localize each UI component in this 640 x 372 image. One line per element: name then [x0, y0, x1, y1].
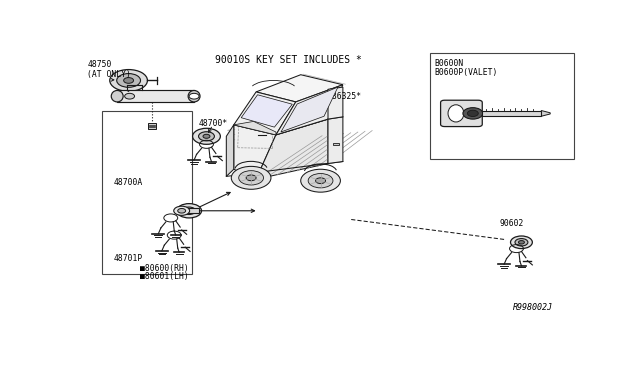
Polygon shape — [234, 125, 276, 179]
Circle shape — [178, 208, 186, 213]
Polygon shape — [328, 87, 343, 119]
Text: B0600N: B0600N — [435, 59, 464, 68]
Circle shape — [321, 101, 335, 109]
Circle shape — [325, 103, 331, 106]
Bar — [182, 208, 199, 213]
Polygon shape — [256, 119, 328, 179]
Polygon shape — [276, 85, 343, 135]
Text: ■80601(LH): ■80601(LH) — [140, 272, 188, 281]
Circle shape — [518, 241, 524, 244]
Circle shape — [198, 132, 214, 141]
Ellipse shape — [448, 105, 464, 122]
Circle shape — [116, 74, 141, 87]
Polygon shape — [328, 117, 343, 164]
Circle shape — [189, 93, 199, 99]
Text: 48700*: 48700* — [199, 119, 228, 128]
Circle shape — [511, 236, 532, 248]
Ellipse shape — [111, 90, 123, 102]
Circle shape — [124, 78, 134, 83]
Text: 90010S KEY SET INCLUDES *: 90010S KEY SET INCLUDES * — [215, 55, 362, 65]
Polygon shape — [234, 92, 296, 135]
Polygon shape — [234, 121, 276, 135]
Circle shape — [173, 206, 189, 215]
Circle shape — [301, 169, 340, 192]
Circle shape — [239, 171, 264, 185]
Circle shape — [463, 108, 483, 119]
Circle shape — [203, 134, 210, 138]
Polygon shape — [281, 87, 338, 132]
Text: 48700A: 48700A — [114, 178, 143, 187]
Bar — [117, 90, 194, 102]
Bar — [333, 142, 339, 145]
Polygon shape — [256, 75, 343, 102]
Circle shape — [125, 93, 134, 99]
Bar — [482, 110, 541, 116]
Text: B0600P(VALET): B0600P(VALET) — [435, 68, 498, 77]
Circle shape — [110, 70, 147, 92]
Circle shape — [231, 166, 271, 189]
FancyBboxPatch shape — [440, 100, 483, 126]
Circle shape — [177, 203, 202, 218]
Circle shape — [182, 207, 196, 215]
Circle shape — [246, 175, 256, 181]
Bar — [102, 110, 191, 274]
Circle shape — [308, 173, 333, 188]
Bar — [429, 53, 573, 159]
Bar — [148, 124, 156, 129]
Polygon shape — [227, 125, 234, 176]
Circle shape — [316, 178, 326, 183]
Circle shape — [193, 128, 220, 144]
Circle shape — [317, 99, 339, 111]
Polygon shape — [541, 110, 550, 116]
Circle shape — [515, 238, 528, 246]
Circle shape — [467, 110, 478, 116]
Text: 90602: 90602 — [499, 219, 524, 228]
Text: ■80600(RH): ■80600(RH) — [140, 264, 188, 273]
Polygon shape — [241, 95, 292, 127]
Ellipse shape — [188, 90, 200, 102]
Text: (AT ONLY): (AT ONLY) — [88, 70, 131, 79]
Text: R998002J: R998002J — [513, 304, 553, 312]
Text: 48750: 48750 — [88, 60, 112, 70]
Text: 48701P: 48701P — [114, 254, 143, 263]
Text: 686325*: 686325* — [328, 92, 362, 101]
